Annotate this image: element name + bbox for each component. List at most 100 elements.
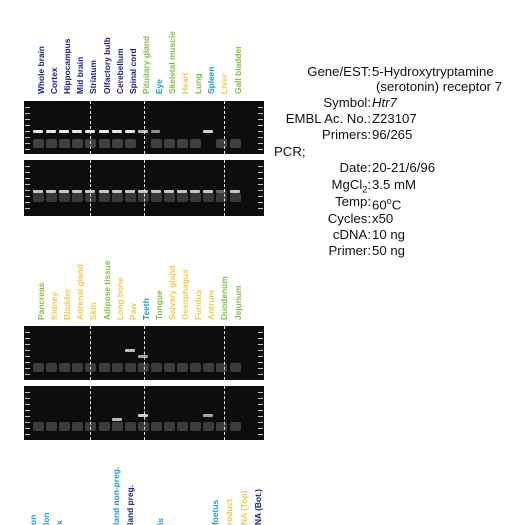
gel-band [124,130,135,133]
embl-value: Z23107 [372,111,417,126]
gel-smear [164,422,175,431]
ladder-mark [25,125,30,126]
ladder-mark [25,137,30,138]
gel-smear [124,139,136,148]
gel-smear [190,363,202,372]
gel-band [137,414,148,417]
gel-band [150,190,161,193]
ladder-mark [25,196,30,197]
lane-label: Fundus [193,289,204,320]
gel-smear [98,193,110,202]
gel-smear [216,139,228,148]
date-value: 20-21/6/96 [372,160,436,175]
ladder-mark [258,410,263,411]
ladder-mark [25,410,30,411]
gel-band [46,130,57,133]
cdna-value: 10 ng [372,227,406,242]
lane-label: Teeth [140,298,151,320]
lane-label: Jejunum [232,285,243,320]
lane-label: Kidney [49,292,60,320]
ladder-mark [25,166,30,167]
gel-smear [85,363,97,372]
ladder-mark [258,338,263,339]
gel-smear [59,363,71,372]
gel-band [216,190,227,193]
ladder-mark [25,356,30,357]
cycles-key: Cycles: [327,211,371,226]
ladder-mark [25,178,30,179]
lane-label: Spinal cord [127,48,138,94]
ladder-mark [25,416,30,417]
ladder-mark [258,356,263,357]
lane-label: Mid brain [75,56,86,94]
gel-smear [190,422,202,431]
gel-smear [124,422,136,431]
gel-band [203,190,214,193]
lane-label: Tongue [153,290,164,320]
mgcl2-key-b: : [367,177,371,192]
gel-band [33,190,43,193]
gel-2-lower-image [24,386,264,440]
lane-label: Striatum [88,60,99,94]
temp-value-sup: o [386,196,392,206]
ladder-mark [258,416,263,417]
gel-smear [124,363,136,372]
gel-band [72,190,83,193]
gel-band [98,190,109,193]
gel-smear [72,363,84,372]
gel-smear [59,193,71,202]
gel-smear [85,139,97,148]
lane-label: Paw [127,303,138,320]
primer-value: 50 ng [372,243,406,258]
lane-label: land non-preg. [111,466,121,525]
gel-smear [85,193,97,202]
gel-smear [150,193,162,202]
gel-band [190,190,201,193]
gel-smear [177,193,189,202]
lane-label: Gall bladder [232,45,243,94]
ladder-mark [258,107,263,108]
lane-divider [224,326,225,380]
primer-key: Primer: [328,243,372,258]
gel-band [137,130,148,133]
lane-label: Cortex [49,67,60,94]
lane-label: Pituitary gland [140,35,151,94]
lane-label: Skin [88,302,99,320]
lane-label: foetus [210,499,220,525]
ladder-mark [258,398,263,399]
gel-band [229,190,240,193]
ladder-mark [25,107,30,108]
gel-1-lower-image [24,160,264,216]
gel-smear [98,363,110,372]
pcr-heading: PCR; [274,144,306,159]
gel-smear [216,193,228,202]
gel-band [46,190,57,193]
gel-smear [137,193,149,202]
gel-smear [98,422,110,431]
ladder-mark [258,196,263,197]
gel-smear [111,139,123,148]
gel-smear [150,363,162,372]
gel-1-upper-image [24,101,264,154]
embl-key: EMBL Ac. No.: [285,111,371,126]
gel-smear [33,363,44,372]
ladder-mark [25,392,30,393]
ladder-mark [25,404,30,405]
ladder-mark [258,125,263,126]
gel-band [33,130,43,133]
gel-smear [33,422,44,431]
ladder-mark [25,208,30,209]
ladder-mark [25,184,30,185]
gel-smear [33,139,44,148]
gel-smear [164,363,175,372]
ladder-mark [258,149,263,150]
gel-smear [111,422,123,431]
gel-smear [33,193,44,202]
ladder-mark [258,178,263,179]
lane-divider [224,101,225,154]
gel-band [150,130,160,133]
ladder-mark [25,172,30,173]
ladder-mark [258,190,263,191]
ladder-mark [25,422,30,423]
ladder-mark [25,149,30,150]
